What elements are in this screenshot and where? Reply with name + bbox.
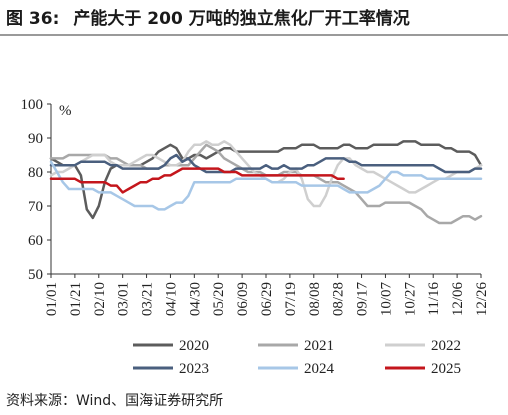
- series-line-2021: [49, 143, 483, 225]
- x-tick-label: 12/26: [474, 282, 490, 317]
- x-tick-label: 03/01: [116, 282, 132, 316]
- figure-title: 图 36: 产能大于 200 万吨的独立焦化厂开工率情况: [6, 4, 410, 29]
- series-line-2024: [49, 160, 483, 211]
- legend-label-2022: 2022: [431, 338, 461, 354]
- x-tick-label: 04/10: [163, 282, 179, 316]
- series-line-2023: [49, 153, 483, 174]
- x-tick-label: 01/01: [44, 282, 60, 316]
- chart-series-lines: [49, 140, 483, 225]
- figure-label: 图 36:: [6, 9, 60, 29]
- legend-label-2021: 2021: [304, 338, 334, 354]
- x-tick-label: 03/21: [140, 282, 156, 316]
- title-divider: [0, 34, 508, 36]
- y-tick-label: 90: [28, 131, 43, 147]
- legend-label-2025: 2025: [431, 361, 461, 377]
- legend-label-2020: 2020: [179, 338, 209, 354]
- x-tick-label: 01/21: [68, 282, 84, 316]
- series-line-2025: [49, 167, 345, 194]
- chart-axes: 50 60 70 80 90 100 % 01/01 01/21 02/10 03/01 03/21 0…: [21, 97, 491, 316]
- chart-legend: 2020 2021 2022 2023 2024 2025: [133, 338, 461, 377]
- x-tick-label: 04/30: [187, 282, 203, 316]
- y-tick-label: 100: [21, 97, 44, 113]
- x-tick-label: 08/08: [307, 282, 323, 316]
- figure-title-text: 产能大于 200 万吨的独立焦化厂开工率情况: [73, 9, 410, 29]
- x-tick-label: 12/06: [450, 282, 466, 317]
- y-tick-label: 50: [28, 267, 43, 283]
- legend-label-2024: 2024: [304, 361, 335, 377]
- y-tick-label: 70: [28, 199, 43, 215]
- y-tick-label: 80: [28, 165, 43, 181]
- x-tick-label: 09/17: [355, 282, 371, 317]
- y-tick-label: 60: [28, 233, 43, 249]
- source-note: 资料来源：Wind、国海证券研究所: [6, 393, 224, 409]
- x-tick-label: 11/16: [426, 282, 442, 316]
- x-tick-label: 07/19: [283, 282, 299, 316]
- x-tick-label: 06/29: [259, 282, 275, 316]
- x-tick-label: 06/09: [235, 282, 251, 316]
- y-unit-label: %: [59, 103, 72, 119]
- x-tick-label: 02/10: [92, 282, 108, 316]
- x-tick-label: 10/27: [402, 282, 418, 317]
- x-tick-label: 10/07: [378, 282, 394, 317]
- x-tick-label: 05/20: [211, 282, 227, 316]
- x-tick-label: 08/28: [331, 282, 347, 316]
- legend-label-2023: 2023: [179, 361, 209, 377]
